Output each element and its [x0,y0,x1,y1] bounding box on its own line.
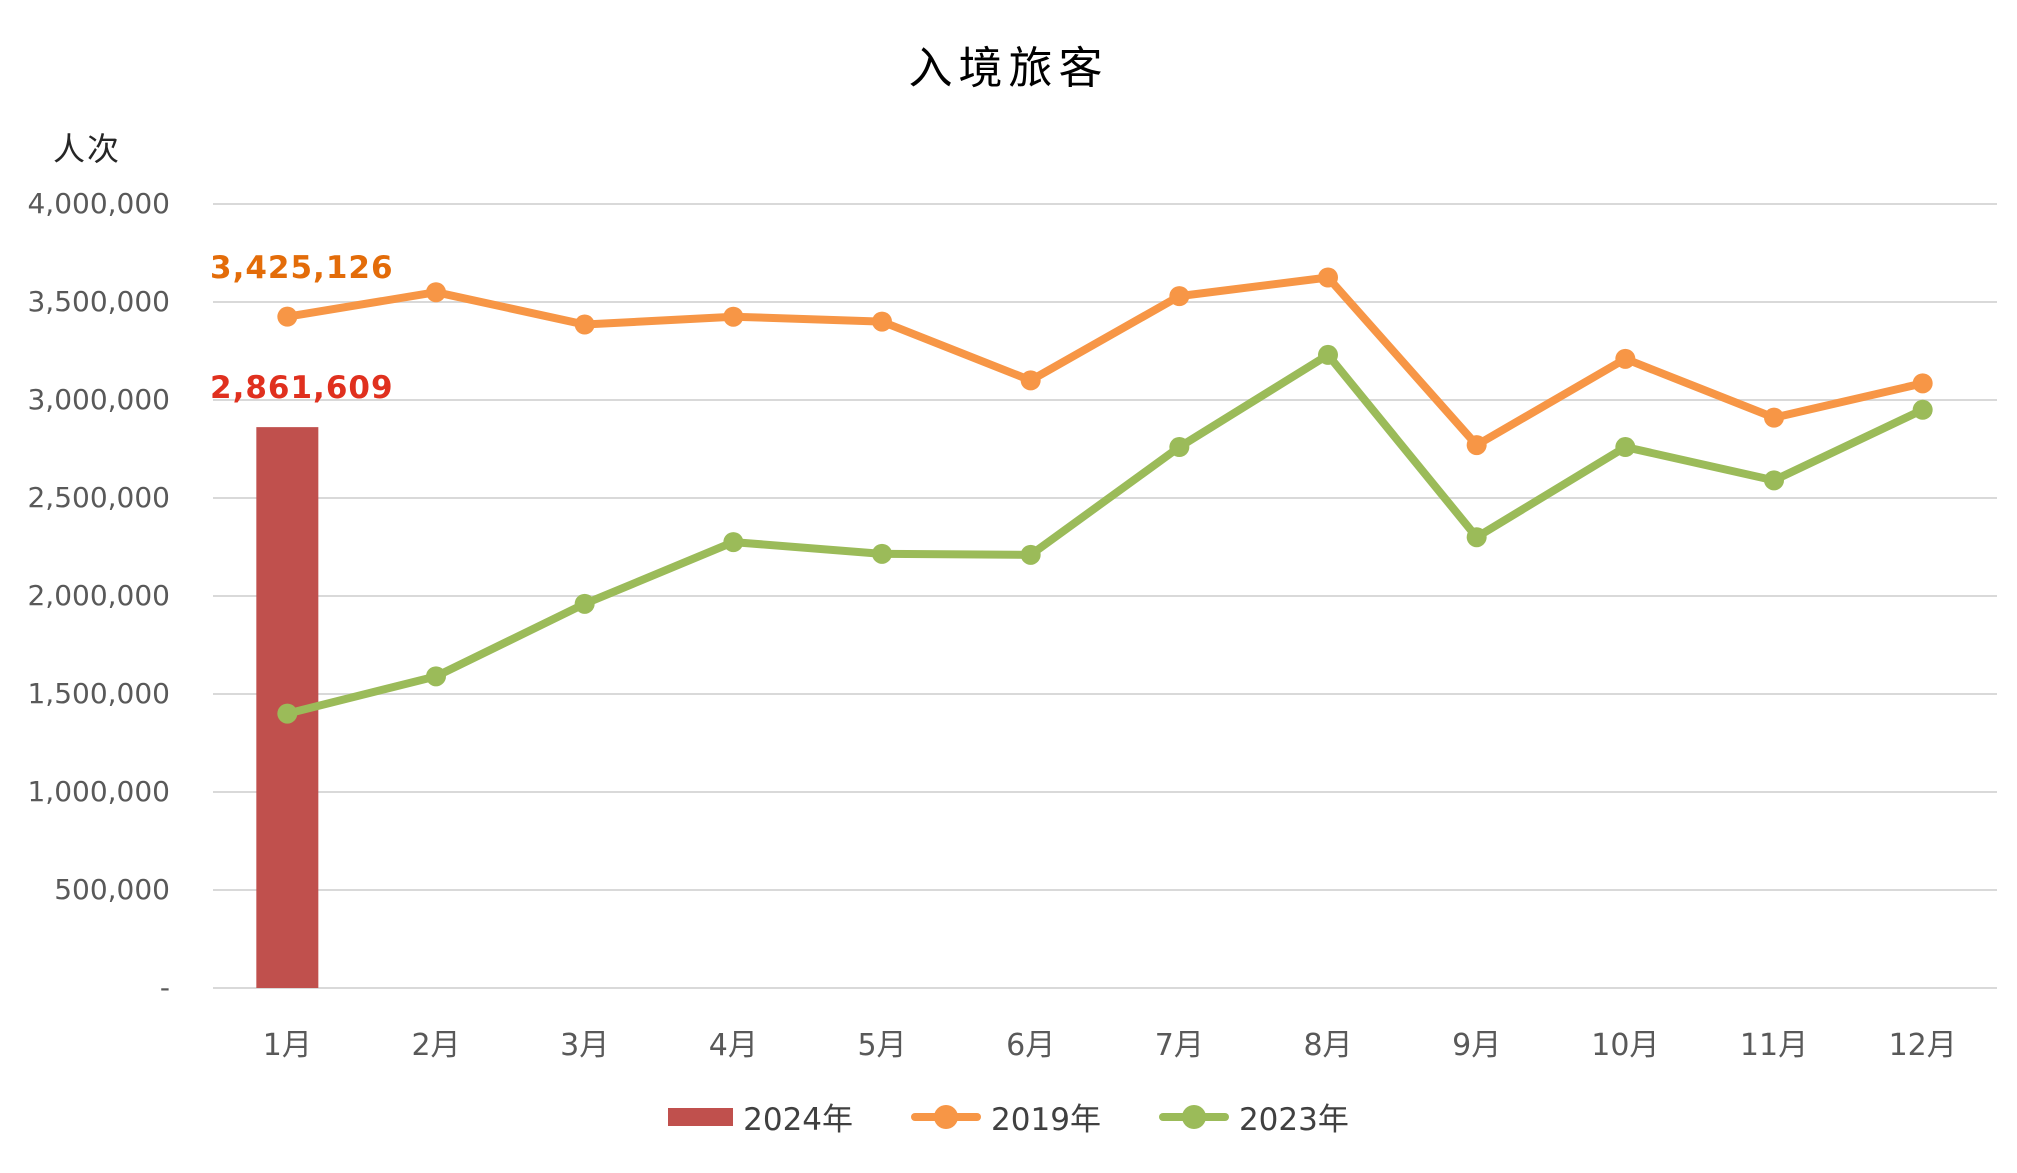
point-2023年-9月[interactable] [1466,527,1487,548]
y-tick-label-1,500,000: 1,500,000 [27,677,170,710]
legend: 2024年 2019年 2023年 [0,1094,2017,1139]
point-2023年-12月[interactable] [1912,399,1933,420]
point-2023年-6月[interactable] [1020,544,1041,565]
x-category-label-10月: 10月 [1591,1028,1660,1063]
y-tick-label-2,000,000: 2,000,000 [27,579,170,612]
point-2023年-8月[interactable] [1318,344,1338,365]
point-2023年-2月[interactable] [426,666,446,687]
point-2019年-2月[interactable] [426,282,446,303]
legend-label: 2024年 [743,1102,854,1138]
point-2023年-7月[interactable] [1169,437,1190,458]
y-tick-label-2,500,000: 2,500,000 [27,481,170,514]
point-2023年-3月[interactable] [574,593,595,614]
point-2023年-10月[interactable] [1615,437,1636,458]
y-tick-label-1,000,000: 1,000,000 [27,775,170,808]
point-2019年-12月[interactable] [1912,373,1933,394]
legend-item-2024年[interactable]: 2024年 [668,1094,853,1139]
y-axis-unit-label: 人次 [53,130,122,168]
y-tick-label-4,000,000: 4,000,000 [27,187,170,220]
line-2023年[interactable] [283,350,1927,718]
y-tick-label--: - [159,971,170,1004]
point-2019年-7月[interactable] [1169,286,1190,307]
legend-line-marker-icon [911,1104,982,1129]
point-2019年-8月[interactable] [1318,267,1338,288]
point-2019年-1月[interactable] [277,306,298,327]
point-2019年-4月[interactable] [723,306,744,327]
legend-label: 2019年 [991,1102,1101,1138]
point-2019年-9月[interactable] [1466,435,1487,456]
x-category-label-12月: 12月 [1888,1028,1957,1063]
x-category-label-6月: 6月 [1006,1028,1056,1063]
chart-title: 入境旅客 [908,43,1109,94]
x-category-label-2月: 2月 [411,1028,461,1063]
legend-marker-dot-icon [934,1104,959,1129]
line-2019年[interactable] [283,273,1927,450]
point-2019年-3月[interactable] [574,314,595,335]
x-category-label-3月: 3月 [560,1028,610,1063]
legend-label: 2023年 [1238,1102,1349,1138]
x-category-label-5月: 5月 [857,1028,907,1063]
x-category-label-11月: 11月 [1739,1028,1809,1063]
x-category-label-7月: 7月 [1154,1028,1204,1063]
point-2019年-11月[interactable] [1764,407,1784,428]
point-2023年-4月[interactable] [723,532,744,553]
legend-line-marker-icon [1158,1104,1229,1129]
data-label-2019年: 3,425,126 [210,250,394,286]
y-tick-label-500,000: 500,000 [54,873,170,906]
legend-marker-dot-icon [1181,1104,1206,1129]
y-tick-label-3,500,000: 3,500,000 [27,285,170,318]
x-category-label-9月: 9月 [1452,1028,1502,1063]
legend-item-2019年[interactable]: 2019年 [911,1094,1101,1139]
data-label-2024年: 2,861,609 [210,370,394,406]
x-category-label-1月: 1月 [262,1028,312,1063]
legend-item-2023年[interactable]: 2023年 [1158,1094,1349,1139]
point-2019年-5月[interactable] [872,311,892,332]
point-2023年-1月[interactable] [277,703,298,724]
point-2023年-5月[interactable] [872,543,892,564]
point-2019年-10月[interactable] [1615,348,1636,369]
point-2023年-11月[interactable] [1764,470,1784,491]
x-category-label-4月: 4月 [708,1028,758,1063]
point-2019年-6月[interactable] [1020,370,1041,391]
y-tick-label-3,000,000: 3,000,000 [27,383,170,416]
x-category-label-8月: 8月 [1303,1028,1353,1063]
legend-bar-swatch-icon [668,1107,734,1126]
